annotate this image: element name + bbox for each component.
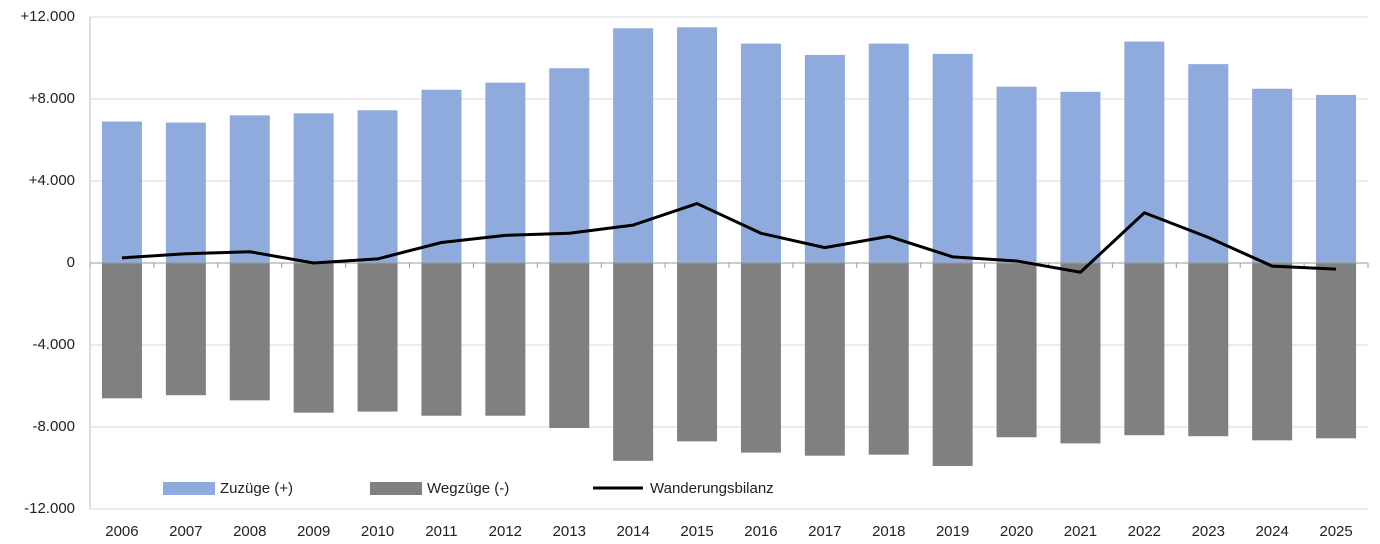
- bar: [804, 263, 845, 456]
- bar: [549, 263, 590, 429]
- y-tick-label: +12.000: [20, 8, 75, 25]
- bar: [677, 27, 718, 263]
- x-tick-label: 2023: [1192, 523, 1225, 540]
- bar: [229, 115, 270, 264]
- bar: [996, 263, 1037, 438]
- x-tick-label: 2014: [616, 523, 649, 540]
- x-tick-label: 2024: [1255, 523, 1288, 540]
- x-tick-label: 2016: [744, 523, 777, 540]
- bar: [1060, 91, 1101, 263]
- x-tick-label: 2022: [1128, 523, 1161, 540]
- bar: [996, 86, 1037, 263]
- bar: [293, 113, 334, 263]
- bar: [804, 54, 845, 263]
- bar: [485, 82, 526, 263]
- bar: [165, 263, 206, 396]
- bar: [165, 122, 206, 263]
- y-tick-label: +4.000: [29, 172, 75, 189]
- bar: [357, 263, 398, 412]
- bar: [868, 43, 909, 264]
- bar: [677, 263, 718, 442]
- bar: [740, 43, 781, 264]
- bar: [421, 263, 462, 416]
- legend-label: Zuzüge (+): [220, 480, 293, 497]
- bar: [1316, 263, 1357, 439]
- x-tick-label: 2010: [361, 523, 394, 540]
- legend-label: Wegzüge (-): [427, 480, 509, 497]
- y-tick-label: 0: [67, 254, 75, 271]
- x-tick-label: 2013: [553, 523, 586, 540]
- bar: [613, 263, 654, 461]
- bar: [1188, 64, 1229, 264]
- y-tick-label: -12.000: [24, 500, 75, 517]
- bar: [1188, 263, 1229, 437]
- bar: [932, 53, 973, 264]
- line: [121, 202, 1337, 274]
- y-tick-label: +8.000: [29, 90, 75, 107]
- bar: [868, 263, 909, 455]
- x-tick-label: 2006: [105, 523, 138, 540]
- legend-swatch: [370, 482, 422, 495]
- x-tick-label: 2020: [1000, 523, 1033, 540]
- x-tick-label: 2019: [936, 523, 969, 540]
- bar: [1252, 263, 1293, 441]
- legend-swatch: [163, 482, 215, 495]
- bar: [421, 89, 462, 264]
- x-tick-label: 2021: [1064, 523, 1097, 540]
- x-tick-label: 2009: [297, 523, 330, 540]
- legend-label: Wanderungsbilanz: [650, 480, 774, 497]
- y-tick-label: -8.000: [32, 418, 75, 435]
- bar: [1060, 263, 1101, 444]
- x-tick-label: 2018: [872, 523, 905, 540]
- bar: [1124, 263, 1165, 436]
- x-tick-label: 2017: [808, 523, 841, 540]
- y-tick-label: -4.000: [32, 336, 75, 353]
- x-tick-label: 2007: [169, 523, 202, 540]
- bar: [1124, 41, 1165, 263]
- bar: [740, 263, 781, 453]
- x-tick-label: 2008: [233, 523, 266, 540]
- x-tick-label: 2015: [680, 523, 713, 540]
- bar: [229, 263, 270, 401]
- x-tick-label: 2012: [489, 523, 522, 540]
- x-tick-label: 2011: [425, 523, 457, 540]
- bar: [485, 263, 526, 416]
- bar: [293, 263, 334, 413]
- bar: [357, 110, 398, 264]
- bar: [101, 263, 142, 399]
- x-tick-label: 2025: [1319, 523, 1352, 540]
- bar: [1316, 94, 1357, 264]
- bar: [101, 121, 142, 263]
- bar: [1252, 88, 1293, 263]
- bar: [932, 263, 973, 466]
